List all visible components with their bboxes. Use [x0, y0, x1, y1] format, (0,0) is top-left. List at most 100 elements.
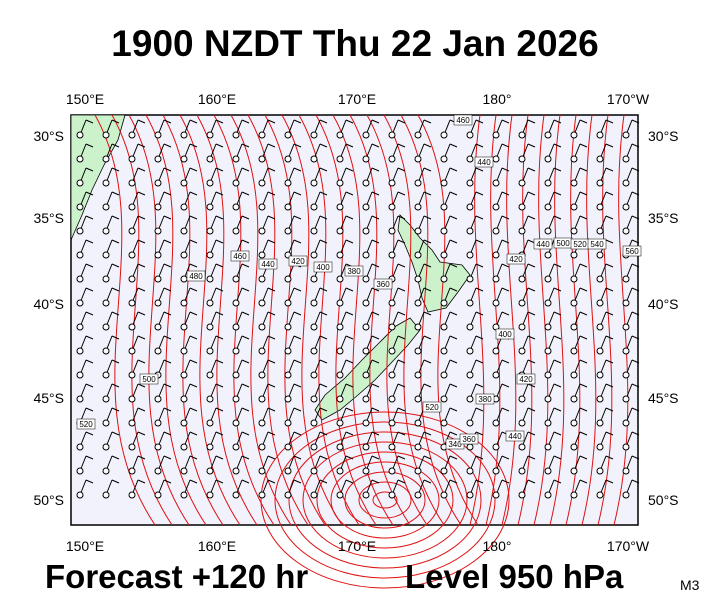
barb [137, 167, 146, 172]
barb [397, 479, 406, 484]
barb [163, 479, 172, 484]
barb [475, 263, 484, 268]
barb [345, 191, 354, 196]
barb-station [388, 443, 396, 451]
barb-station [154, 299, 162, 307]
lon-label: 150°E [66, 538, 104, 554]
barb [241, 167, 250, 172]
barb [345, 383, 354, 388]
contour [302, 441, 468, 559]
barb [111, 359, 120, 364]
barb [319, 311, 328, 316]
barb-station [310, 491, 318, 499]
barb-station [128, 275, 136, 283]
contour-label-box [186, 270, 206, 282]
barb-station [362, 155, 370, 163]
barb-station [622, 467, 630, 475]
barb-station [596, 299, 604, 307]
barb [267, 455, 276, 460]
barb-station [544, 443, 552, 451]
barb-station [128, 179, 136, 187]
contour-label: 440 [536, 240, 550, 249]
barb-station [440, 203, 448, 211]
contour-label-box [230, 250, 250, 262]
barb-station [622, 491, 630, 499]
barb-station [414, 299, 422, 307]
barb [293, 359, 302, 364]
barb-station [76, 179, 84, 187]
barb [215, 479, 224, 484]
contour-label: 360 [462, 435, 476, 444]
barb [397, 119, 406, 124]
barb [137, 383, 146, 388]
contour-label-box [474, 156, 494, 168]
barb [397, 215, 406, 220]
barb [553, 479, 562, 484]
barb [501, 455, 510, 460]
barb [501, 479, 510, 484]
barb-station [492, 275, 500, 283]
lon-label: 150°E [66, 91, 104, 107]
barb-station [206, 251, 214, 259]
barb-station [232, 299, 240, 307]
barb-station [388, 395, 396, 403]
barb-station [414, 275, 422, 283]
barb [345, 311, 354, 316]
barb-station [414, 347, 422, 355]
barb [579, 287, 588, 292]
barb [189, 407, 198, 412]
barb [631, 167, 640, 172]
contour-label-box [505, 430, 525, 442]
barb-station [518, 155, 526, 163]
barb-station [232, 491, 240, 499]
barb-station [128, 227, 136, 235]
barb-station [206, 299, 214, 307]
barb [449, 287, 458, 292]
barb-station [154, 443, 162, 451]
barb [267, 167, 276, 172]
barb [449, 215, 458, 220]
barb-station [284, 155, 292, 163]
barb [605, 119, 614, 124]
barb [163, 143, 172, 148]
barb-station [310, 203, 318, 211]
barb [631, 239, 640, 244]
contour-label-box [422, 401, 442, 413]
barb-station [76, 131, 84, 139]
barb [553, 191, 562, 196]
barb-station [232, 227, 240, 235]
barb [111, 263, 120, 268]
barb [475, 383, 484, 388]
contour [400, 114, 462, 526]
barb-station [596, 395, 604, 403]
barb [579, 359, 588, 364]
lat-label: 30°S [33, 128, 64, 144]
barb-station [466, 443, 474, 451]
barb [85, 263, 94, 268]
barb [111, 191, 120, 196]
barb-station [206, 275, 214, 283]
barb-station [232, 443, 240, 451]
barb [241, 455, 250, 460]
barb [475, 191, 484, 196]
barb-station [440, 251, 448, 259]
barb [345, 119, 354, 124]
barb [215, 263, 224, 268]
barb [475, 455, 484, 460]
barb-station [492, 251, 500, 259]
contour-label: 360 [376, 280, 390, 289]
barb-station [544, 419, 552, 427]
barb-station [128, 467, 136, 475]
contour-label-box [258, 258, 278, 270]
lat-label: 40°S [648, 296, 679, 312]
barb [319, 431, 328, 436]
barb [605, 359, 614, 364]
lat-label: 35°S [648, 210, 679, 226]
barb [605, 287, 614, 292]
barb-station [310, 323, 318, 331]
barb [579, 215, 588, 220]
barb [501, 143, 510, 148]
barb-station [310, 371, 318, 379]
barb-station [284, 227, 292, 235]
contour [162, 114, 224, 526]
